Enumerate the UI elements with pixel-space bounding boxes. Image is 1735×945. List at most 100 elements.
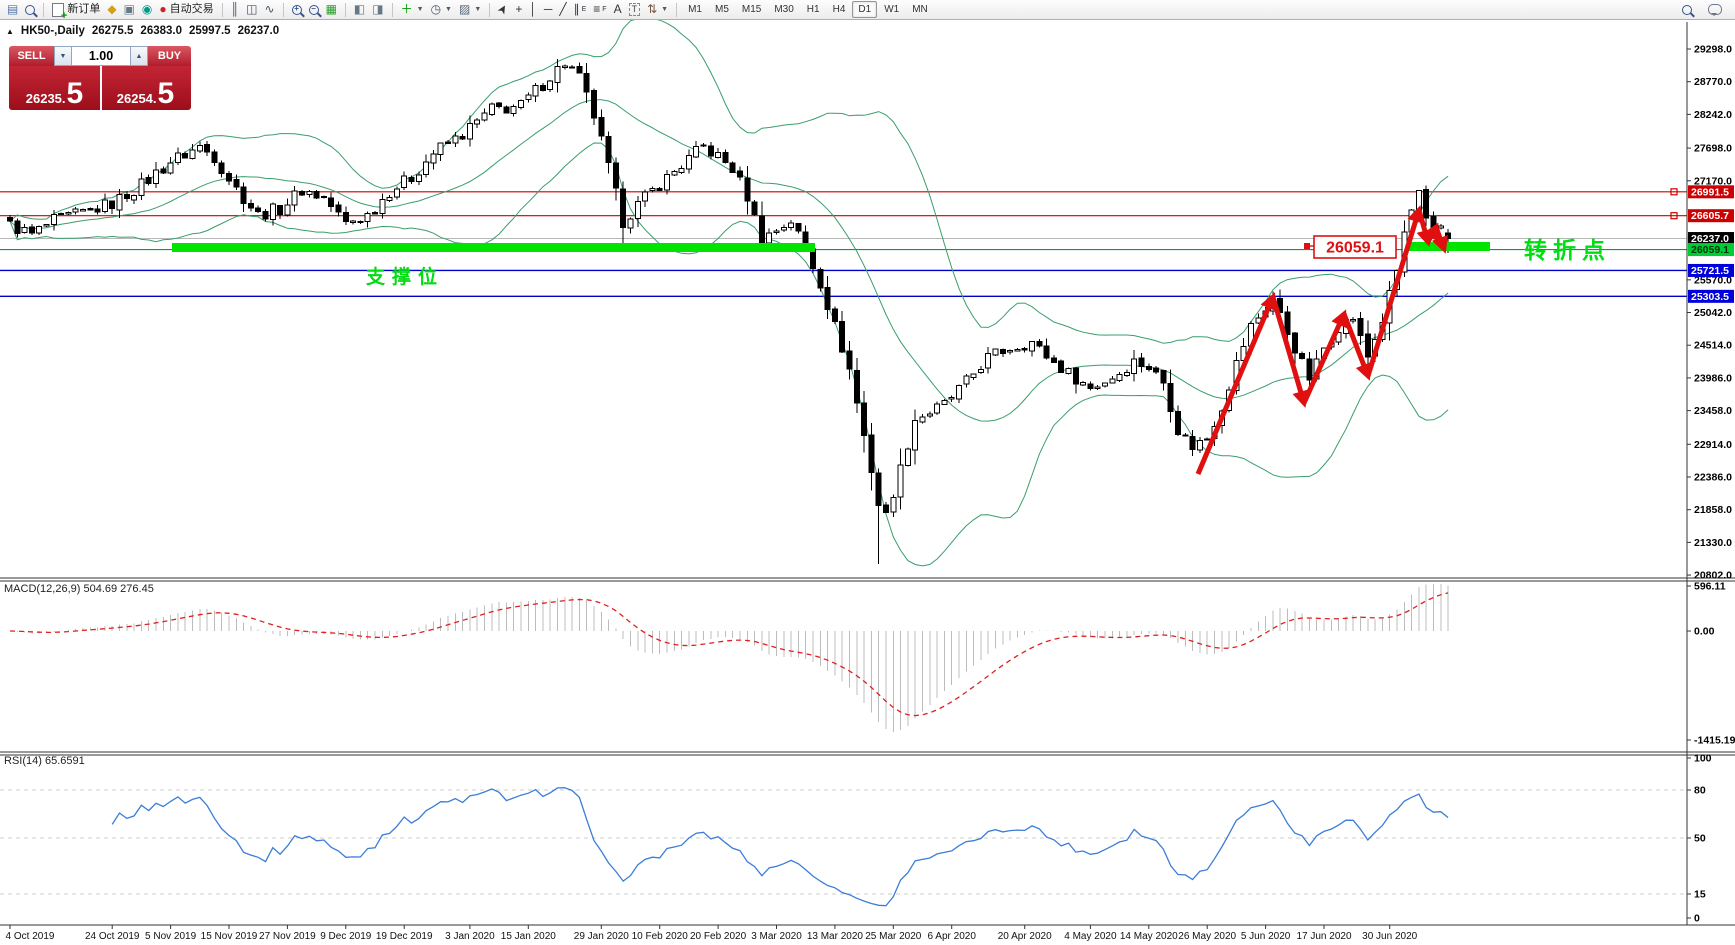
candle-body	[1160, 370, 1167, 384]
arrows-icon: ⇅	[647, 2, 658, 16]
trend-arrow[interactable]	[1301, 309, 1347, 405]
channel-tool[interactable]: ∥ E	[571, 1, 590, 18]
trend-arrow[interactable]	[1195, 292, 1277, 475]
arrange-windows-icon[interactable]: ◨	[369, 1, 386, 18]
trend-arrow[interactable]	[1270, 296, 1309, 408]
drawing-annotations[interactable]: 支撑位 转折点 26059.1	[172, 205, 1611, 475]
candle-body	[861, 402, 868, 437]
date-label: 19 Dec 2019	[376, 931, 433, 942]
macd-tick-label: -1415.19	[1694, 735, 1735, 747]
timeframe-button-h1[interactable]: H1	[806, 4, 820, 15]
timeframe-button-mn[interactable]: MN	[912, 4, 928, 15]
timeframe-button-m15[interactable]: M15	[741, 4, 762, 15]
fibonacci-tool[interactable]: ≡ F	[590, 1, 609, 18]
new-order-button[interactable]: 新订单	[49, 1, 103, 21]
cascade-windows-icon[interactable]: ◧	[351, 1, 368, 18]
timeframe-button-m5[interactable]: M5	[714, 4, 729, 15]
candle-body	[1087, 383, 1094, 389]
date-label: 5 Jun 2020	[1241, 931, 1291, 942]
line-handle[interactable]	[1670, 212, 1678, 220]
price-callout-box[interactable]	[1313, 235, 1397, 259]
candle-body	[1138, 357, 1145, 368]
tile-windows-icon[interactable]: ▦	[323, 1, 340, 18]
templates-button[interactable]: ▨ ▼	[456, 1, 484, 18]
horizontal-line-tool[interactable]: ─	[541, 1, 556, 18]
indicators-button[interactable]: ＋ ▼	[398, 1, 427, 18]
sell-button[interactable]: SELL	[9, 46, 54, 66]
date-label: 29 Jan 2020	[574, 931, 629, 942]
zoom-out-icon[interactable]: –	[306, 1, 322, 18]
market-watch-icon[interactable]	[22, 1, 38, 18]
candle-body	[707, 145, 714, 157]
signals-icon-icon: ◉	[141, 2, 153, 16]
price-tag	[1688, 243, 1734, 257]
candle-body	[7, 216, 13, 222]
callout-handle[interactable]	[1304, 243, 1310, 249]
bollinger-bands	[9, 20, 1449, 567]
signals-icon[interactable]: ◉	[139, 1, 155, 18]
trendline-tool[interactable]: ╱	[556, 1, 569, 18]
price-tick-label: 20802.0	[1694, 570, 1732, 582]
chat-button[interactable]	[1705, 1, 1725, 18]
candle-body	[1204, 438, 1211, 441]
candle-body	[160, 168, 167, 174]
periods-button[interactable]: ◷ ▼	[428, 1, 455, 18]
candle-body	[277, 205, 284, 216]
candlestick-chart-icon[interactable]: ◫	[243, 1, 260, 18]
candle-body	[372, 212, 378, 215]
support-bar-long[interactable]	[172, 243, 815, 252]
charts-list-icon[interactable]: ▤	[4, 1, 21, 18]
candle-body	[1094, 386, 1101, 389]
volume-input[interactable]: 1.00	[72, 46, 130, 66]
trend-arrow[interactable]	[1431, 226, 1448, 254]
text-tool[interactable]: A	[611, 1, 625, 18]
arrows-tool[interactable]: ⇅ ▼	[644, 1, 671, 18]
ohlc-close: 26237.0	[237, 25, 280, 37]
support-bar-short[interactable]	[1408, 242, 1490, 251]
timeframe-button-m1[interactable]: M1	[688, 4, 702, 15]
text-label-tool[interactable]: T	[626, 1, 644, 18]
candle-body	[1007, 350, 1014, 353]
bar-chart-icon[interactable]: ║	[228, 1, 243, 18]
candle-body	[1014, 349, 1021, 352]
buy-button[interactable]: BUY	[148, 46, 191, 66]
timeframe-button-w1[interactable]: W1	[884, 4, 900, 15]
timeframe-button-m30[interactable]: M30	[774, 4, 794, 15]
line-handle[interactable]	[1670, 188, 1678, 196]
search-button[interactable]	[1679, 1, 1695, 18]
date-label: 20 Apr 2020	[998, 931, 1052, 942]
vertical-line-tool[interactable]: │	[526, 1, 540, 18]
candle-body	[1036, 341, 1043, 347]
expert-advisors-icon[interactable]: ▣	[121, 1, 138, 18]
timeframe-button-h4[interactable]: H4	[832, 4, 846, 15]
support-label[interactable]: 支撑位	[365, 265, 444, 288]
zoom-in-icon[interactable]: +	[289, 1, 305, 18]
candle-body	[21, 227, 28, 234]
candle-body	[1145, 366, 1152, 370]
line-chart-icon[interactable]: ∿	[262, 1, 278, 18]
date-label: 30 Jun 2020	[1362, 931, 1417, 942]
candle-body	[65, 212, 72, 215]
buy-price[interactable]: 26254. 5	[100, 66, 191, 110]
candle-body	[284, 204, 291, 216]
text-icon: A	[613, 2, 622, 16]
cursor-tool[interactable]: ➤	[494, 1, 511, 18]
candle-body	[912, 420, 919, 451]
volume-increase-button[interactable]: ▲	[130, 46, 148, 66]
turning-point-label[interactable]: 转折点	[1524, 237, 1611, 263]
candle-body	[496, 102, 503, 107]
candle-body	[28, 226, 35, 234]
trend-arrow[interactable]	[1365, 205, 1424, 377]
date-axis[interactable]: 4 Oct 2019 24 Oct 2019 5 Nov 2019 15 Nov 20…	[6, 925, 1418, 942]
metaeditor-icon[interactable]: ◆	[104, 1, 119, 18]
candle-body	[1153, 367, 1160, 373]
volume-decrease-button[interactable]: ▼	[54, 46, 72, 66]
trend-arrow[interactable]	[1341, 313, 1372, 381]
sell-price[interactable]: 26235. 5	[9, 66, 100, 110]
autotrading-button[interactable]: ● 自动交易	[156, 1, 216, 18]
crosshair-tool[interactable]: +	[512, 1, 525, 18]
collapse-panel-icon[interactable]: ▲	[6, 26, 14, 36]
price-axis[interactable]: 29298.0 28770.0 28242.0 27698.0 27170.0 25570…	[1687, 44, 1735, 925]
candle-body	[729, 162, 736, 174]
timeframe-button-d1[interactable]: D1	[852, 1, 878, 18]
